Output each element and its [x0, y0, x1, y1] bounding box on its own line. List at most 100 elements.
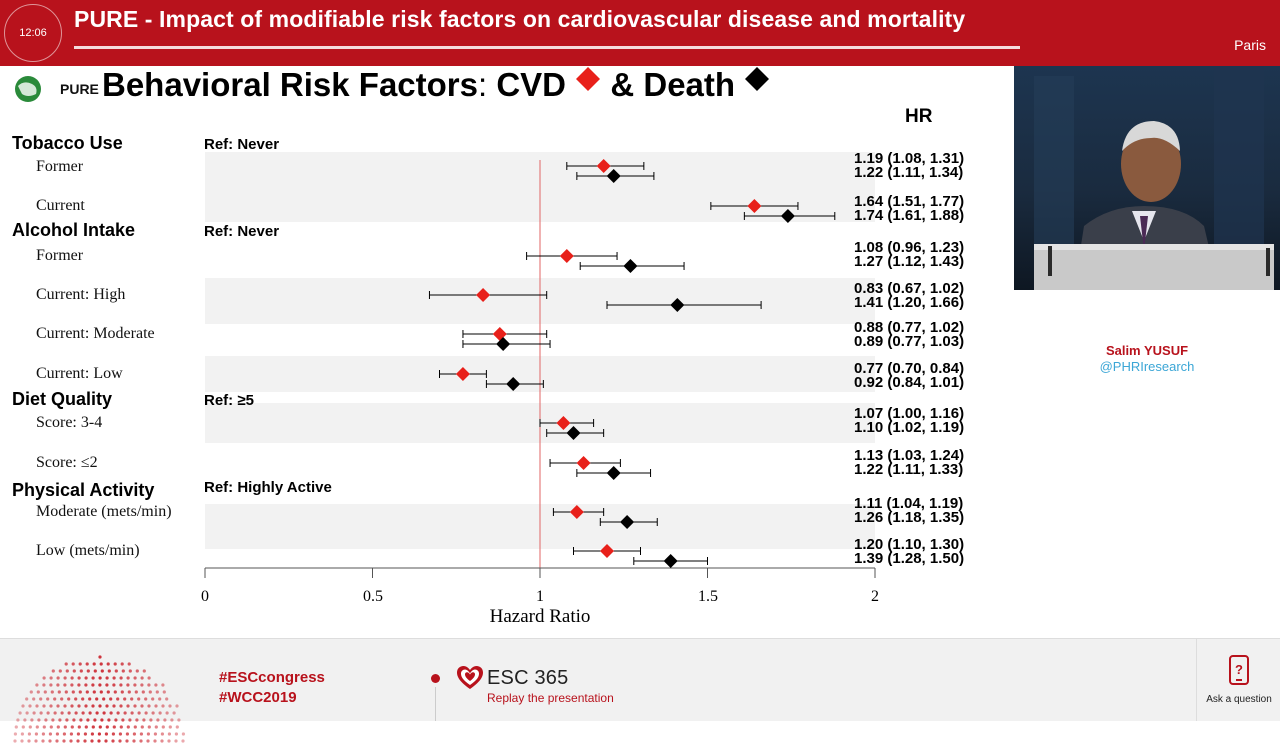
globe-dot — [111, 732, 115, 736]
globe-dot — [126, 683, 130, 687]
hr-value-cvd: 1.08 (0.96, 1.23) — [854, 239, 965, 256]
globe-dot — [97, 732, 101, 736]
globe-dot — [109, 711, 113, 715]
row-label: Current: Low — [36, 365, 123, 382]
globe-dot — [39, 711, 43, 715]
death-point — [566, 426, 581, 440]
row-label: Current: High — [36, 286, 126, 303]
globe-dot — [126, 676, 130, 680]
globe-dot — [100, 669, 104, 673]
hr-value-cvd: 1.11 (1.04, 1.19) — [854, 495, 964, 512]
globe-dot — [65, 669, 69, 673]
hashtag-wcc[interactable]: #WCC2019 — [219, 689, 297, 706]
death-point — [506, 377, 521, 391]
speaker-handle[interactable]: @PHRIresearch — [1099, 359, 1195, 374]
globe-dot — [133, 725, 137, 729]
globe-dot — [99, 690, 103, 694]
globe-dot — [132, 732, 136, 736]
forest-plot — [204, 159, 876, 578]
globe-dot — [177, 718, 181, 722]
globe-dot — [118, 732, 122, 736]
globe-dot — [49, 725, 53, 729]
globe-dot — [174, 732, 178, 736]
pure-logo: PURE — [15, 76, 99, 102]
globe-dot — [114, 718, 118, 722]
header-bar: 12:06 PURE - Impact of modifiable risk f… — [0, 0, 1280, 66]
globe-dot — [109, 697, 113, 701]
footer-bar: #ESCcongress #WCC2019 ESC 365 Replay the… — [0, 638, 1280, 743]
row-label: Current — [36, 197, 85, 214]
globe-dot — [134, 690, 138, 694]
hr-value-cvd: 1.64 (1.51, 1.77) — [854, 193, 965, 210]
globe-dot — [64, 690, 68, 694]
esc365-subtitle[interactable]: Replay the presentation — [487, 691, 614, 705]
globe-dot — [84, 676, 88, 680]
globe-dot — [144, 697, 148, 701]
globe-dot — [21, 725, 25, 729]
globe-dot — [62, 739, 66, 743]
globe-dot — [77, 725, 81, 729]
globe-dot — [69, 732, 73, 736]
globe-dot — [86, 669, 90, 673]
globe-dot — [106, 662, 110, 666]
globe-dot — [113, 690, 117, 694]
globe-dot — [79, 718, 83, 722]
globe-dot — [16, 718, 20, 722]
globe-dot — [23, 718, 27, 722]
globe-dot — [107, 669, 111, 673]
globe-dot — [181, 739, 185, 743]
esc365-title[interactable]: ESC 365 — [487, 667, 569, 689]
globe-dot — [35, 683, 39, 687]
ask-question-label: Ask a question — [1206, 694, 1272, 705]
globe-dot — [88, 711, 92, 715]
globe-dot — [161, 683, 165, 687]
ref-activity: Ref: Highly Active — [204, 479, 332, 496]
globe-dot — [42, 725, 46, 729]
globe-dot — [70, 704, 74, 708]
globe-dot — [91, 704, 95, 708]
globe-dot — [165, 697, 169, 701]
globe-dot — [86, 718, 90, 722]
globe-dot — [140, 704, 144, 708]
row-label: Former — [36, 158, 84, 175]
category-tobacco: Tobacco Use — [12, 133, 123, 153]
category-diet: Diet Quality — [12, 389, 113, 409]
globe-dot — [56, 704, 60, 708]
hr-header: HR — [905, 106, 933, 127]
globe-dot — [162, 690, 166, 694]
cvd-point — [559, 249, 574, 263]
globe-dot — [63, 704, 67, 708]
globe-dot — [90, 739, 94, 743]
cvd-point — [569, 505, 584, 519]
row-label: Score: 3-4 — [36, 414, 103, 431]
globe-dot — [140, 725, 144, 729]
globe-dot — [35, 704, 39, 708]
globe-dot — [79, 669, 83, 673]
globe-dot — [14, 725, 18, 729]
hashtag-esc[interactable]: #ESCcongress — [219, 669, 325, 686]
globe-dot — [28, 704, 32, 708]
globe-dot — [154, 725, 158, 729]
globe-dot — [174, 739, 178, 743]
svg-text:PURE: PURE — [60, 81, 99, 97]
globe-dot — [91, 683, 95, 687]
globe-dot — [123, 697, 127, 701]
presentation-slide: PURE Behavioral Risk Factors: CVD & Deat… — [0, 66, 1012, 638]
globe-dot — [81, 697, 85, 701]
slide-title-cvd: CVD — [496, 66, 567, 103]
globe-dot — [49, 683, 53, 687]
globe-dot — [67, 697, 71, 701]
ask-question-button[interactable]: ? Ask a question — [1196, 639, 1280, 721]
globe-dot — [18, 711, 22, 715]
session-title: PURE - Impact of modifiable risk factors… — [74, 6, 966, 32]
hr-value-death: 1.39 (1.28, 1.50) — [854, 550, 965, 567]
globe-dot — [128, 718, 132, 722]
globe-dot — [156, 718, 160, 722]
globe-dot — [78, 690, 82, 694]
axis-tick-label: 0.5 — [363, 588, 383, 605]
globe-dot — [76, 739, 80, 743]
death-point — [670, 298, 685, 312]
hr-value-cvd: 1.07 (1.00, 1.16) — [854, 405, 965, 422]
globe-dot — [168, 704, 172, 708]
globe-dot — [105, 725, 109, 729]
